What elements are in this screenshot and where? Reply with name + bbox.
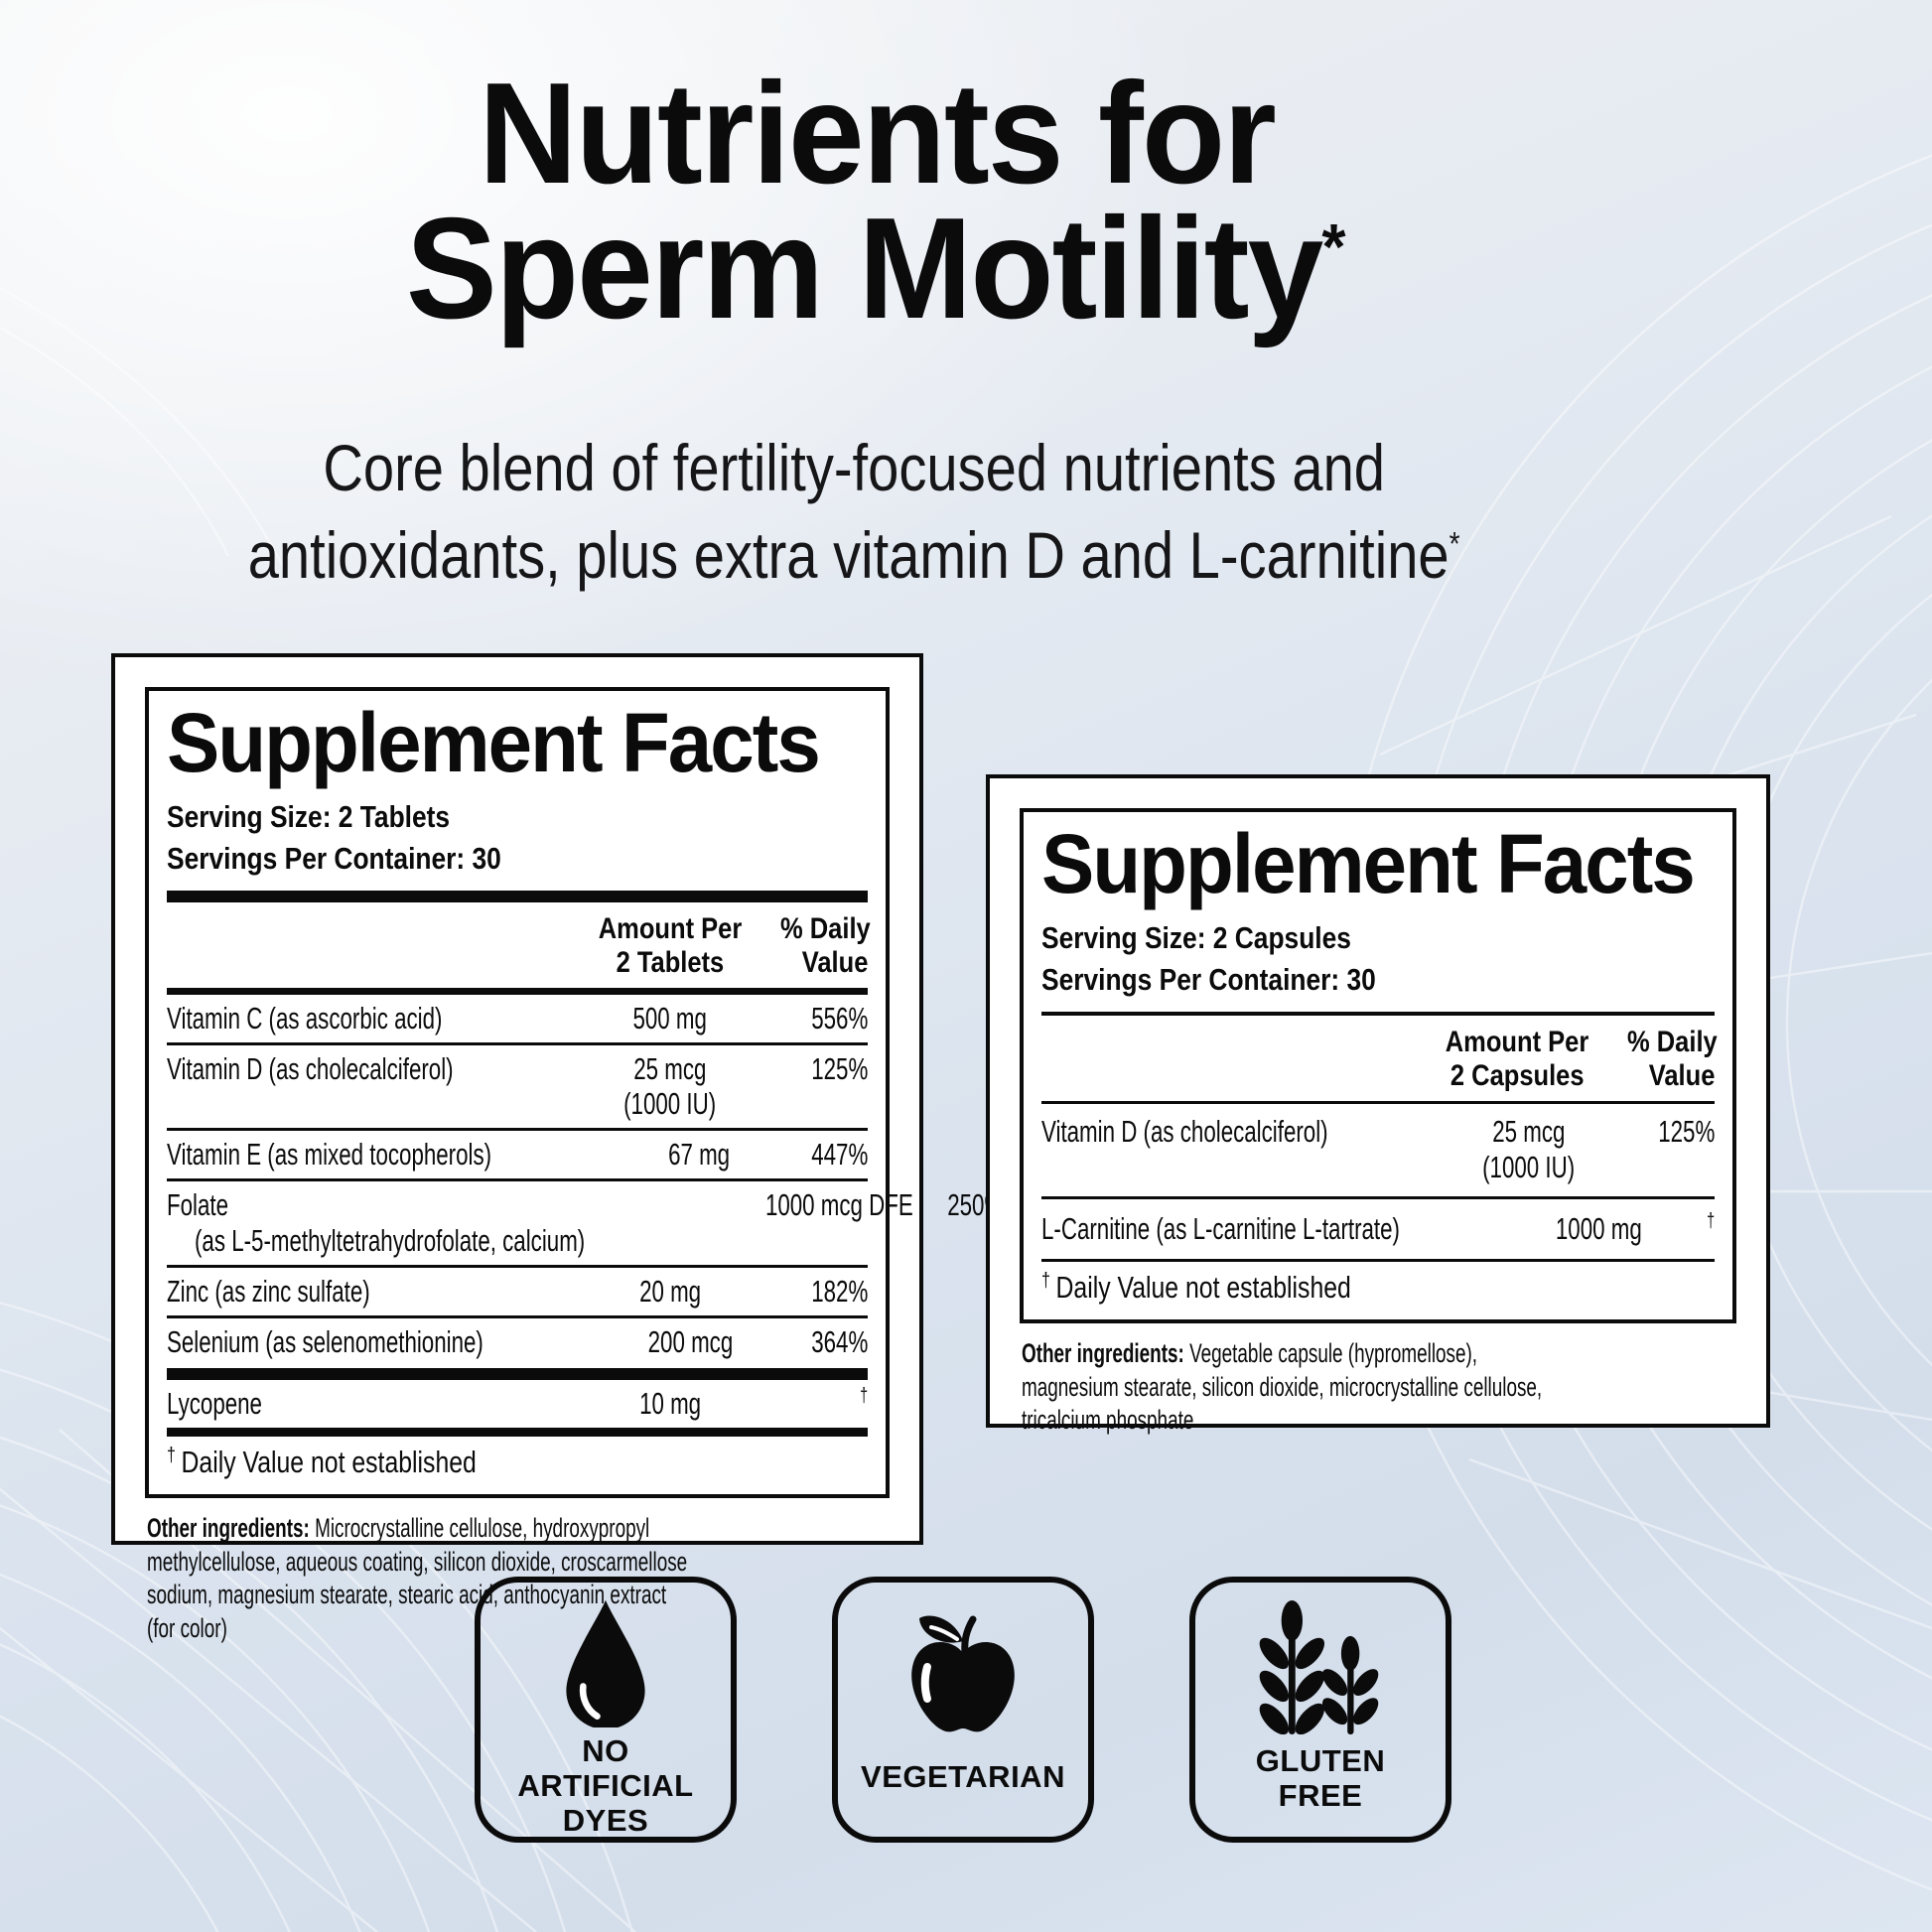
page-title: Nutrients for Sperm Motility* <box>0 53 1752 349</box>
divider-bar <box>1041 1012 1715 1017</box>
title-asterisk: * <box>1321 210 1346 284</box>
facts-row-vitamin-d: Vitamin D (as cholecalciferol) 25 mcg (1… <box>1041 1113 1715 1184</box>
divider-bar <box>167 891 868 903</box>
divider-bar <box>167 987 868 995</box>
other-ingredients-tablets: Other ingredients: Microcrystalline cell… <box>147 1513 688 1643</box>
daily-value-footnote: † Daily Value not established <box>1041 1270 1351 1306</box>
facts-label-tablets: Supplement Facts Serving Size: 2 Tablets… <box>145 687 1004 1499</box>
badge-gluten-free: GLUTEN FREE <box>1189 1577 1451 1843</box>
serving-size: Serving Size: 2 Capsules <box>1041 919 1351 955</box>
badge-label: VEGETARIAN <box>861 1759 1065 1794</box>
title-line-1: Nutrients for <box>478 53 1277 213</box>
certification-badges: NO ARTIFICIAL DYES VEGETARIAN <box>475 1577 1451 1843</box>
divider-bar <box>167 1368 868 1381</box>
facts-column-headers: Amount Per 2 Capsules % Daily Value <box>1041 1016 1718 1100</box>
amount-per-header: Amount Per 2 Capsules <box>1445 1026 1589 1092</box>
facts-row-l-carnitine: L-Carnitine (as L-carnitine L-tartrate) … <box>1041 1210 1715 1247</box>
facts-column-headers: Amount Per 2 Tablets % Daily Value <box>167 902 871 987</box>
badge-label: NO ARTIFICIAL DYES <box>517 1733 694 1839</box>
subtitle-asterisk: * <box>1449 524 1460 562</box>
other-ingredients-label: Other ingredients: <box>1022 1338 1184 1369</box>
other-ingredients-capsules: Other ingredients: Vegetable capsule (hy… <box>1022 1338 1543 1436</box>
servings-per-container: Servings Per Container: 30 <box>1041 961 1376 997</box>
daily-value-header: % Daily Value <box>1627 1026 1718 1092</box>
title-line-2: Sperm Motility* <box>406 188 1346 349</box>
supplement-facts-card-capsules: Supplement Facts Serving Size: 2 Capsule… <box>986 774 1770 1435</box>
other-ingredients-label: Other ingredients: <box>147 1513 310 1544</box>
page-subtitle: Core blend of fertility-focused nutrient… <box>0 425 1708 600</box>
amount-per-header: Amount Per 2 Tablets <box>598 912 743 979</box>
divider-bar <box>1041 1100 1715 1104</box>
badge-vegetarian: VEGETARIAN <box>832 1577 1094 1843</box>
dagger-symbol: † <box>167 1445 176 1467</box>
servings-per-container: Servings Per Container: 30 <box>167 840 501 876</box>
divider-bar <box>167 1428 868 1438</box>
daily-value-header: % Daily Value <box>780 912 871 979</box>
wheat-icon <box>1259 1599 1379 1734</box>
serving-size: Serving Size: 2 Tablets <box>167 798 451 834</box>
facts-row-folate: Folate (as L-5-methyltetrahydrofolate, c… <box>167 1178 1004 1265</box>
dagger-symbol: † <box>1706 1210 1715 1233</box>
dagger-symbol: † <box>859 1385 868 1408</box>
facts-row-vitamin-c: Vitamin C (as ascorbic acid) 500 mg 556% <box>167 1000 868 1035</box>
droplet-icon <box>566 1599 645 1727</box>
facts-title: Supplement Facts <box>1041 817 1696 910</box>
facts-title: Supplement Facts <box>167 696 821 789</box>
badge-no-artificial-dyes: NO ARTIFICIAL DYES <box>475 1577 737 1843</box>
facts-row-zinc: Zinc (as zinc sulfate) 20 mg 182% <box>167 1265 868 1315</box>
divider-bar <box>1041 1259 1715 1263</box>
facts-row-vitamin-d: Vitamin D (as cholecalciferol) 25 mcg (1… <box>167 1041 868 1129</box>
daily-value-footnote: † Daily Value not established <box>167 1445 477 1480</box>
facts-label-capsules: Supplement Facts Serving Size: 2 Capsule… <box>1020 808 1736 1324</box>
supplement-facts-card-tablets: Supplement Facts Serving Size: 2 Tablets… <box>111 653 1004 1643</box>
subtitle-line-2: antioxidants, plus extra vitamin D and L… <box>247 517 1460 592</box>
dagger-symbol: † <box>1041 1270 1050 1293</box>
facts-row-lycopene: Lycopene 10 mg † <box>167 1385 868 1422</box>
facts-row-selenium: Selenium (as selenomethionine) 200 mcg 3… <box>167 1315 868 1366</box>
divider-bar <box>1041 1196 1715 1200</box>
subtitle-line-1: Core blend of fertility-focused nutrient… <box>323 431 1385 504</box>
badge-label: GLUTEN FREE <box>1255 1743 1386 1814</box>
facts-row-vitamin-e: Vitamin E (as mixed tocopherols) 67 mg 4… <box>167 1128 868 1178</box>
apple-icon <box>911 1615 1015 1732</box>
